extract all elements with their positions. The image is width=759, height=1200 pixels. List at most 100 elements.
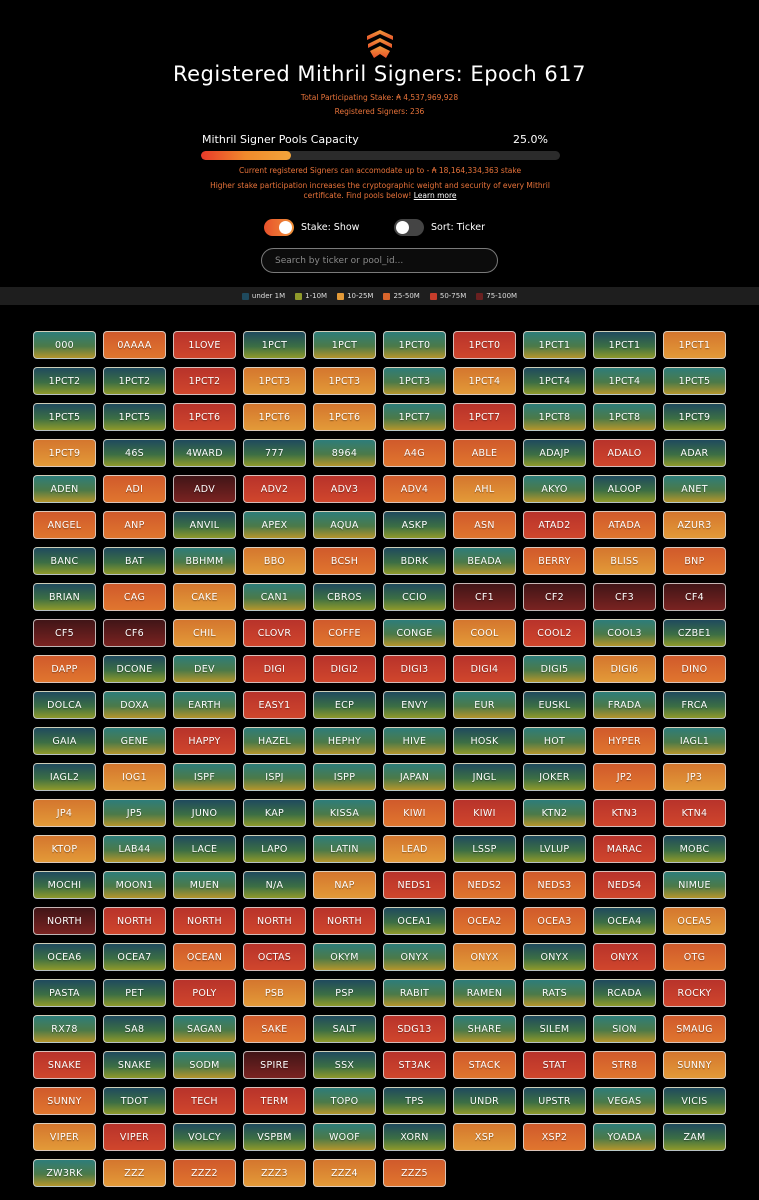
pool-tile[interactable]: ENVY <box>383 691 446 719</box>
pool-tile[interactable]: STACK <box>453 1051 516 1079</box>
pool-tile[interactable]: JUNO <box>173 799 236 827</box>
pool-tile[interactable]: OCEA2 <box>453 907 516 935</box>
pool-tile[interactable]: 1PCT3 <box>313 367 376 395</box>
pool-tile[interactable]: 1PCT1 <box>663 331 726 359</box>
pool-tile[interactable]: AHL <box>453 475 516 503</box>
pool-tile[interactable]: ZZZ <box>103 1159 166 1187</box>
pool-tile[interactable]: HAZEL <box>243 727 306 755</box>
pool-tile[interactable]: OCEAN <box>173 943 236 971</box>
pool-tile[interactable]: ADAR <box>663 439 726 467</box>
pool-tile[interactable]: NEDS4 <box>593 871 656 899</box>
pool-tile[interactable]: LVLUP <box>523 835 586 863</box>
pool-tile[interactable]: CAKE <box>173 583 236 611</box>
pool-tile[interactable]: APEX <box>243 511 306 539</box>
pool-tile[interactable]: 1PCT3 <box>383 367 446 395</box>
pool-tile[interactable]: IAGL2 <box>33 763 96 791</box>
pool-tile[interactable]: ATADA <box>593 511 656 539</box>
pool-tile[interactable]: PSP <box>313 979 376 1007</box>
pool-tile[interactable]: JNGL <box>453 763 516 791</box>
pool-tile[interactable]: UPSTR <box>523 1087 586 1115</box>
pool-tile[interactable]: 1PCT6 <box>173 403 236 431</box>
pool-tile[interactable]: BRIAN <box>33 583 96 611</box>
pool-tile[interactable]: DCONE <box>103 655 166 683</box>
pool-tile[interactable]: 1PCT5 <box>663 367 726 395</box>
pool-tile[interactable]: CAG <box>103 583 166 611</box>
pool-tile[interactable]: MOBC <box>663 835 726 863</box>
pool-tile[interactable]: ADAJP <box>523 439 586 467</box>
pool-tile[interactable]: NEDS2 <box>453 871 516 899</box>
pool-tile[interactable]: SMAUG <box>663 1015 726 1043</box>
pool-tile[interactable]: JP5 <box>103 799 166 827</box>
pool-tile[interactable]: COOL2 <box>523 619 586 647</box>
pool-tile[interactable]: TDOT <box>103 1087 166 1115</box>
pool-tile[interactable]: POLY <box>173 979 236 1007</box>
pool-tile[interactable]: DOXA <box>103 691 166 719</box>
pool-tile[interactable]: NORTH <box>313 907 376 935</box>
pool-tile[interactable]: SILEM <box>523 1015 586 1043</box>
pool-tile[interactable]: COFFE <box>313 619 376 647</box>
pool-tile[interactable]: AZUR3 <box>663 511 726 539</box>
pool-tile[interactable]: CLOVR <box>243 619 306 647</box>
pool-tile[interactable]: ADALO <box>593 439 656 467</box>
pool-tile[interactable]: 1PCT1 <box>523 331 586 359</box>
pool-tile[interactable]: ZZZ2 <box>173 1159 236 1187</box>
pool-tile[interactable]: 1PCT2 <box>173 367 236 395</box>
pool-tile[interactable]: 1PCT0 <box>383 331 446 359</box>
pool-tile[interactable]: YOADA <box>593 1123 656 1151</box>
pool-tile[interactable]: SDG13 <box>383 1015 446 1043</box>
pool-tile[interactable]: SSX <box>313 1051 376 1079</box>
pool-tile[interactable]: PASTA <box>33 979 96 1007</box>
pool-tile[interactable]: DIGI5 <box>523 655 586 683</box>
pool-tile[interactable]: HOSK <box>453 727 516 755</box>
pool-tile[interactable]: KTN4 <box>663 799 726 827</box>
pool-tile[interactable]: BBHMM <box>173 547 236 575</box>
pool-tile[interactable]: GAIA <box>33 727 96 755</box>
pool-tile[interactable]: ONYX <box>383 943 446 971</box>
pool-tile[interactable]: 1PCT9 <box>663 403 726 431</box>
pool-tile[interactable]: GENE <box>103 727 166 755</box>
pool-tile[interactable]: KTOP <box>33 835 96 863</box>
pool-tile[interactable]: IOG1 <box>103 763 166 791</box>
pool-tile[interactable]: 1PCT5 <box>33 403 96 431</box>
pool-tile[interactable]: ANVIL <box>173 511 236 539</box>
pool-tile[interactable]: CBROS <box>313 583 376 611</box>
pool-tile[interactable]: BLISS <box>593 547 656 575</box>
pool-tile[interactable]: N/A <box>243 871 306 899</box>
pool-tile[interactable]: SHARE <box>453 1015 516 1043</box>
pool-tile[interactable]: LSSP <box>453 835 516 863</box>
pool-tile[interactable]: LAB44 <box>103 835 166 863</box>
pool-tile[interactable]: DIGI3 <box>383 655 446 683</box>
pool-tile[interactable]: BNP <box>663 547 726 575</box>
pool-tile[interactable]: FRADA <box>593 691 656 719</box>
pool-tile[interactable]: 46S <box>103 439 166 467</box>
pool-tile[interactable]: RCADA <box>593 979 656 1007</box>
pool-tile[interactable]: JP2 <box>593 763 656 791</box>
pool-tile[interactable]: ANET <box>663 475 726 503</box>
pool-tile[interactable]: 1PCT4 <box>523 367 586 395</box>
pool-tile[interactable]: CHIL <box>173 619 236 647</box>
pool-tile[interactable]: RABIT <box>383 979 446 1007</box>
pool-tile[interactable]: HYPER <box>593 727 656 755</box>
pool-tile[interactable]: 1PCT2 <box>103 367 166 395</box>
pool-tile[interactable]: ATAD2 <box>523 511 586 539</box>
pool-tile[interactable]: KIWI <box>453 799 516 827</box>
pool-tile[interactable]: LAPO <box>243 835 306 863</box>
pool-tile[interactable]: EASY1 <box>243 691 306 719</box>
pool-tile[interactable]: ZAM <box>663 1123 726 1151</box>
pool-tile[interactable]: DIGI <box>243 655 306 683</box>
pool-tile[interactable]: ADI <box>103 475 166 503</box>
pool-tile[interactable]: OCEA7 <box>103 943 166 971</box>
pool-tile[interactable]: IAGL1 <box>663 727 726 755</box>
pool-tile[interactable]: SNAKE <box>33 1051 96 1079</box>
pool-tile[interactable]: CZBE1 <box>663 619 726 647</box>
pool-tile[interactable]: OCEA4 <box>593 907 656 935</box>
pool-tile[interactable]: ZZZ3 <box>243 1159 306 1187</box>
pool-tile[interactable]: AKYO <box>523 475 586 503</box>
pool-tile[interactable]: RATS <box>523 979 586 1007</box>
pool-tile[interactable]: PSB <box>243 979 306 1007</box>
pool-tile[interactable]: SPIRE <box>243 1051 306 1079</box>
pool-tile[interactable]: BDRK <box>383 547 446 575</box>
pool-tile[interactable]: UNDR <box>453 1087 516 1115</box>
pool-tile[interactable]: 1PCT8 <box>593 403 656 431</box>
pool-tile[interactable]: DAPP <box>33 655 96 683</box>
